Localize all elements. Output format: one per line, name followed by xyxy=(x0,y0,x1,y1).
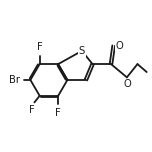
Text: F: F xyxy=(37,42,43,52)
Text: S: S xyxy=(79,46,85,56)
Text: Br: Br xyxy=(9,75,20,85)
Text: O: O xyxy=(123,79,131,89)
Text: O: O xyxy=(116,41,123,51)
Text: F: F xyxy=(55,108,61,118)
Text: F: F xyxy=(29,105,35,115)
